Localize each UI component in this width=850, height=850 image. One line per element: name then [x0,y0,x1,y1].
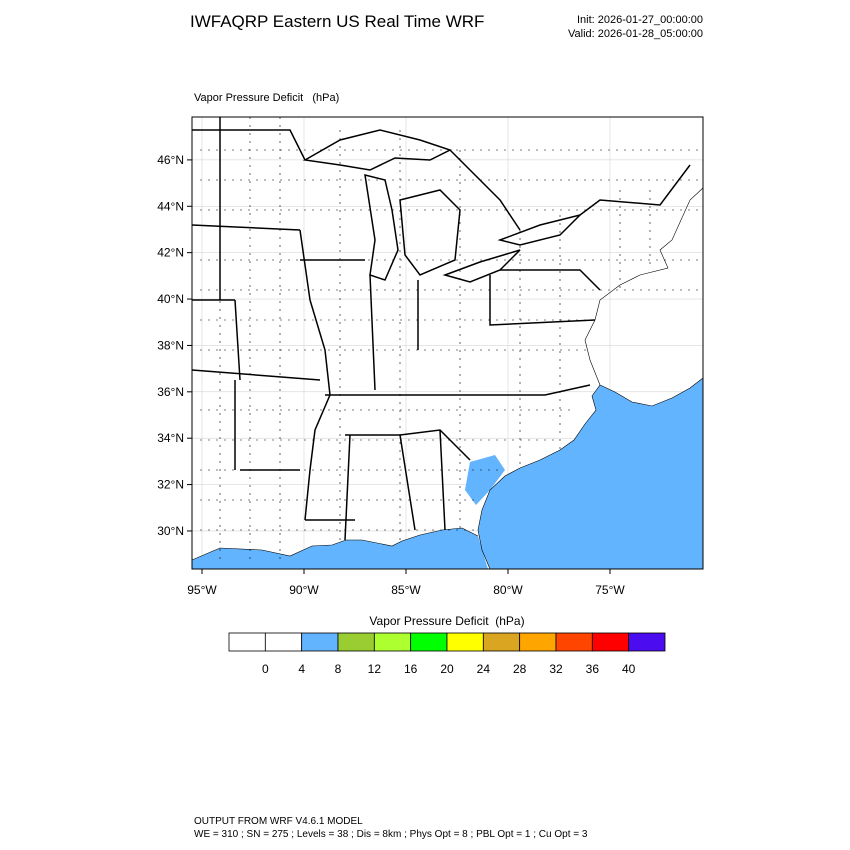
lat-tick-label: 46°N [157,153,184,167]
colorbar-swatch [446,632,484,652]
lon-tick-label: 80°W [493,583,523,597]
lat-tick-label: 42°N [157,246,184,260]
colorbar-label: 4 [298,662,305,676]
colorbar-swatch [628,632,666,652]
colorbar-label: 36 [586,662,600,676]
colorbar-label: 24 [477,662,491,676]
lat-tick-label: 30°N [157,524,184,538]
title: IWFAQRP Eastern US Real Time WRF [190,12,484,31]
colorbar-swatch [337,632,375,652]
lat-tick-label: 40°N [157,292,184,306]
country-border [192,129,691,231]
colorbar-swatch [301,632,339,652]
footer-line2: WE = 310 ; SN = 275 ; Levels = 38 ; Dis … [194,829,588,840]
northeast-coast [584,187,704,386]
atlantic-shading [478,378,703,569]
colorbar-title: Vapor Pressure Deficit (hPa) [369,614,524,628]
lat-tick-label: 44°N [157,199,184,213]
colorbar-label: 12 [368,662,382,676]
colorbar-swatch [591,632,630,652]
colorbar-swatch [482,632,521,652]
lon-tick-label: 75°W [595,583,625,597]
map-subtitle: Vapor Pressure Deficit (hPa) [194,92,339,104]
colorbar-swatch [519,632,557,652]
valid-time: Valid: 2026-01-28_05:00:00 [568,28,703,40]
colorbar-label: 20 [440,662,454,676]
lat-tick-label: 38°N [157,338,184,352]
great-lakes [302,129,583,283]
county-borders [200,117,700,560]
colorbar-label: 0 [262,662,269,676]
colorbar-swatch [410,632,448,652]
colorbar-swatch [228,632,266,652]
colorbar-swatch [555,632,593,652]
gulf-shading [192,528,488,569]
lat-tick-label: 34°N [157,431,184,445]
lat-tick-label: 32°N [157,478,184,492]
colorbar-label: 40 [622,662,636,676]
colorbar-label: 32 [549,662,563,676]
colorbar-swatch [373,632,412,652]
colorbar-label: 8 [335,662,342,676]
colorbar-swatch [264,632,303,652]
coastline [191,377,704,570]
footer-line1: OUTPUT FROM WRF V4.6.1 MODEL [194,816,363,827]
inland-shading [465,455,505,505]
lon-tick-label: 95°W [187,583,217,597]
lon-tick-label: 90°W [289,583,319,597]
map-frame [191,116,704,570]
colorbar-label: 28 [513,662,527,676]
map [191,116,704,570]
init-time: Init: 2026-01-27_00:00:00 [577,14,703,26]
lon-tick-label: 85°W [391,583,421,597]
colorbar-label: 16 [404,662,418,676]
lat-tick-label: 36°N [157,385,184,399]
state-borders [191,117,601,541]
